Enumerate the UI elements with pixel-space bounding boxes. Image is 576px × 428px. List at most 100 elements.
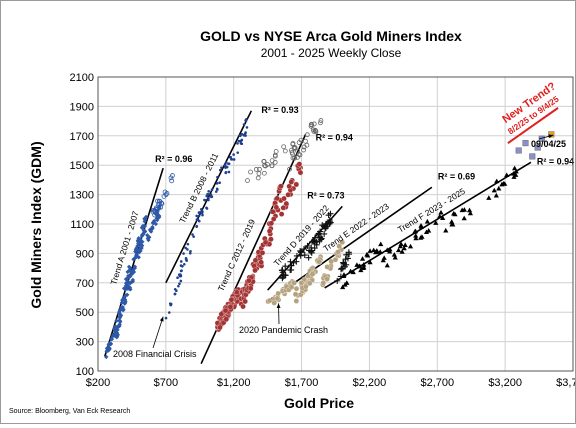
- data-point: [253, 167, 259, 172]
- trend-label: Trend F 2023 - 2025: [396, 186, 467, 235]
- data-point: [367, 248, 373, 253]
- data-point: [311, 121, 317, 127]
- data-point: [433, 220, 439, 225]
- r2-label: R² = 0.94: [537, 156, 574, 166]
- data-point: [201, 210, 204, 213]
- data-point: [309, 271, 316, 277]
- data-point: [534, 144, 541, 151]
- data-point: [340, 284, 346, 290]
- data-point: [321, 230, 328, 237]
- data-point: [324, 264, 330, 270]
- data-point: [214, 190, 218, 193]
- annotation-arrow: [152, 316, 164, 349]
- data-point: [236, 142, 239, 145]
- data-point: [262, 239, 269, 246]
- data-point: [205, 207, 209, 210]
- data-point: [149, 226, 154, 232]
- data-point: [147, 227, 153, 233]
- data-point: [220, 166, 223, 169]
- data-point: [261, 170, 267, 176]
- data-point: [143, 214, 149, 220]
- data-point: [283, 200, 290, 207]
- data-point: [306, 247, 313, 254]
- source-note: Source: Bloomberg, Van Eck Research: [9, 408, 130, 415]
- data-point: [195, 214, 198, 218]
- data-point: [167, 311, 171, 314]
- data-point: [156, 214, 161, 219]
- data-point: [184, 256, 188, 260]
- y-tick-label: 500: [76, 307, 94, 319]
- data-point: [437, 213, 443, 219]
- annotation-text: 2020 Pandemic Crash: [239, 325, 328, 335]
- data-point: [300, 246, 307, 253]
- data-point: [120, 304, 125, 310]
- data-point: [522, 140, 529, 147]
- data-point: [123, 293, 128, 298]
- data-point: [318, 120, 323, 126]
- data-point: [308, 123, 314, 129]
- data-point: [395, 247, 402, 253]
- data-point: [449, 219, 455, 224]
- data-point: [153, 221, 159, 227]
- data-point: [281, 195, 287, 202]
- data-point: [326, 220, 333, 227]
- data-point: [494, 178, 500, 184]
- data-point: [419, 234, 425, 239]
- data-point: [169, 178, 175, 184]
- x-tick-label: $2,200: [353, 377, 387, 389]
- data-point: [258, 259, 264, 266]
- annotations: 2008 Financial Crisis 2020 Pandemic Crash…: [113, 134, 566, 359]
- data-point: [114, 330, 120, 336]
- data-point: [391, 252, 397, 257]
- x-tick-label: $1,200: [217, 377, 251, 389]
- data-point: [293, 285, 300, 292]
- data-point: [257, 166, 262, 172]
- data-point: [548, 131, 555, 138]
- data-point: [177, 284, 180, 288]
- data-point: [269, 163, 275, 169]
- data-point: [239, 142, 243, 145]
- x-tick-label: $3,700: [556, 377, 575, 389]
- data-point: [367, 259, 373, 265]
- data-point: [515, 147, 522, 154]
- data-point: [340, 259, 347, 266]
- data-point: [278, 183, 284, 189]
- data-point: [265, 162, 270, 167]
- data-point: [210, 195, 214, 198]
- data-point: [104, 349, 109, 354]
- data-point: [287, 267, 294, 274]
- data-point: [219, 168, 222, 172]
- data-point: [297, 169, 304, 176]
- data-point: [275, 290, 281, 297]
- data-point: [371, 247, 377, 253]
- data-point: [338, 266, 345, 273]
- y-tick-label: 300: [76, 337, 94, 349]
- data-point: [189, 250, 192, 253]
- data-point: [272, 153, 278, 159]
- data-point: [291, 280, 297, 286]
- data-point: [273, 204, 280, 211]
- data-point: [343, 251, 350, 258]
- data-point: [176, 276, 179, 280]
- data-point: [418, 224, 424, 229]
- data-point: [117, 318, 122, 323]
- data-point: [513, 168, 519, 174]
- data-point: [228, 296, 235, 303]
- data-point: [397, 243, 403, 249]
- data-point: [274, 195, 280, 202]
- chart-title: GOLD vs NYSE Arca Gold Miners Index: [200, 28, 462, 44]
- data-point: [242, 123, 246, 126]
- data-point: [305, 254, 312, 261]
- data-point: [216, 175, 219, 179]
- plot-border: [97, 76, 574, 372]
- data-point: [210, 188, 214, 192]
- data-point: [207, 196, 210, 200]
- data-point: [342, 282, 348, 287]
- data-point: [204, 198, 207, 202]
- data-point: [140, 232, 145, 237]
- data-point: [486, 195, 492, 200]
- data-point: [318, 236, 325, 243]
- data-point: [191, 233, 194, 236]
- data-point: [224, 161, 228, 164]
